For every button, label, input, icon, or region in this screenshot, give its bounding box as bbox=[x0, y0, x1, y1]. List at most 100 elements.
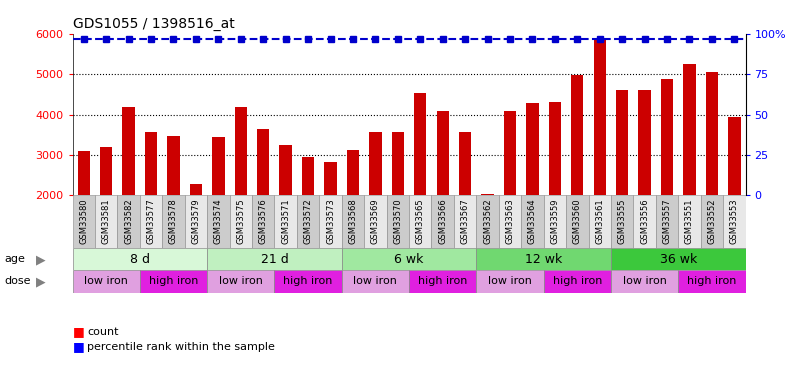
Bar bbox=[73, 270, 140, 292]
Text: high iron: high iron bbox=[553, 276, 602, 286]
Bar bbox=[392, 132, 404, 276]
Bar bbox=[168, 136, 180, 276]
Text: GSM33561: GSM33561 bbox=[596, 198, 604, 244]
Text: count: count bbox=[87, 327, 118, 337]
Bar bbox=[252, 195, 274, 248]
Bar bbox=[257, 129, 269, 276]
Text: 36 wk: 36 wk bbox=[659, 253, 697, 266]
Text: GSM33557: GSM33557 bbox=[663, 198, 671, 244]
Text: 8 d: 8 d bbox=[130, 253, 150, 266]
Text: GSM33563: GSM33563 bbox=[505, 198, 514, 244]
Text: 6 wk: 6 wk bbox=[394, 253, 424, 266]
Bar bbox=[140, 195, 162, 248]
Bar bbox=[364, 195, 387, 248]
Text: GSM33581: GSM33581 bbox=[102, 198, 110, 244]
Bar bbox=[611, 248, 746, 270]
Text: low iron: low iron bbox=[85, 276, 128, 286]
Bar bbox=[342, 270, 409, 292]
Bar bbox=[145, 132, 157, 276]
Text: ■: ■ bbox=[73, 340, 85, 353]
Bar bbox=[189, 184, 202, 276]
Bar bbox=[679, 270, 746, 292]
Text: GSM33566: GSM33566 bbox=[438, 198, 447, 244]
Bar bbox=[185, 195, 207, 248]
Text: high iron: high iron bbox=[418, 276, 467, 286]
Bar bbox=[437, 111, 449, 276]
Text: low iron: low iron bbox=[623, 276, 667, 286]
Text: ▶: ▶ bbox=[36, 275, 46, 288]
Bar bbox=[387, 195, 409, 248]
Bar bbox=[611, 195, 634, 248]
Bar bbox=[235, 106, 247, 276]
Bar bbox=[409, 270, 476, 292]
Bar bbox=[280, 146, 292, 276]
Text: high iron: high iron bbox=[149, 276, 198, 286]
Text: GSM33560: GSM33560 bbox=[573, 198, 582, 244]
Bar bbox=[274, 270, 342, 292]
Bar bbox=[476, 195, 499, 248]
Bar bbox=[481, 194, 494, 276]
Bar bbox=[212, 137, 225, 276]
Bar bbox=[476, 248, 611, 270]
Bar bbox=[342, 248, 476, 270]
Text: low iron: low iron bbox=[219, 276, 263, 286]
Bar bbox=[544, 270, 611, 292]
Text: GSM33579: GSM33579 bbox=[192, 198, 201, 244]
Text: age: age bbox=[4, 254, 25, 264]
Bar bbox=[73, 248, 207, 270]
Text: GSM33570: GSM33570 bbox=[393, 198, 402, 244]
Bar bbox=[207, 270, 274, 292]
Bar bbox=[728, 117, 741, 276]
Bar bbox=[459, 132, 472, 276]
Text: GSM33555: GSM33555 bbox=[617, 198, 626, 244]
Text: GSM33556: GSM33556 bbox=[640, 198, 649, 244]
Text: percentile rank within the sample: percentile rank within the sample bbox=[87, 342, 275, 352]
Bar bbox=[504, 111, 516, 276]
Bar bbox=[140, 270, 207, 292]
Text: GSM33580: GSM33580 bbox=[79, 198, 88, 244]
Bar bbox=[95, 195, 118, 248]
Bar bbox=[661, 80, 673, 276]
Text: 12 wk: 12 wk bbox=[525, 253, 563, 266]
Bar bbox=[593, 38, 606, 276]
Text: GSM33576: GSM33576 bbox=[259, 198, 268, 244]
Text: GSM33568: GSM33568 bbox=[348, 198, 357, 244]
Bar bbox=[549, 102, 561, 276]
Text: GSM33571: GSM33571 bbox=[281, 198, 290, 244]
Bar bbox=[526, 103, 538, 276]
Bar bbox=[499, 195, 521, 248]
Bar bbox=[566, 195, 588, 248]
Bar bbox=[369, 132, 381, 276]
Text: GSM33577: GSM33577 bbox=[147, 198, 156, 244]
Text: high iron: high iron bbox=[284, 276, 333, 286]
Text: GSM33565: GSM33565 bbox=[416, 198, 425, 244]
Bar bbox=[162, 195, 185, 248]
Bar bbox=[123, 106, 135, 276]
Bar bbox=[73, 195, 95, 248]
Bar bbox=[77, 151, 90, 276]
Text: GSM33562: GSM33562 bbox=[483, 198, 492, 244]
Bar bbox=[118, 195, 140, 248]
Text: GSM33551: GSM33551 bbox=[685, 198, 694, 244]
Bar bbox=[544, 195, 566, 248]
Text: GSM33567: GSM33567 bbox=[461, 198, 470, 244]
Text: GSM33564: GSM33564 bbox=[528, 198, 537, 244]
Text: GSM33569: GSM33569 bbox=[371, 198, 380, 244]
Text: GSM33573: GSM33573 bbox=[326, 198, 335, 244]
Text: ▶: ▶ bbox=[36, 253, 46, 266]
Text: GSM33559: GSM33559 bbox=[550, 198, 559, 244]
Bar bbox=[700, 195, 723, 248]
Bar bbox=[611, 270, 679, 292]
Bar bbox=[324, 162, 337, 276]
Bar bbox=[207, 248, 342, 270]
Bar bbox=[634, 195, 656, 248]
Bar bbox=[683, 64, 696, 276]
Bar bbox=[431, 195, 454, 248]
Bar bbox=[319, 195, 342, 248]
Text: low iron: low iron bbox=[354, 276, 397, 286]
Bar bbox=[476, 270, 544, 292]
Text: GSM33575: GSM33575 bbox=[236, 198, 245, 244]
Text: high iron: high iron bbox=[688, 276, 737, 286]
Bar bbox=[414, 93, 426, 276]
Text: ■: ■ bbox=[73, 326, 85, 338]
